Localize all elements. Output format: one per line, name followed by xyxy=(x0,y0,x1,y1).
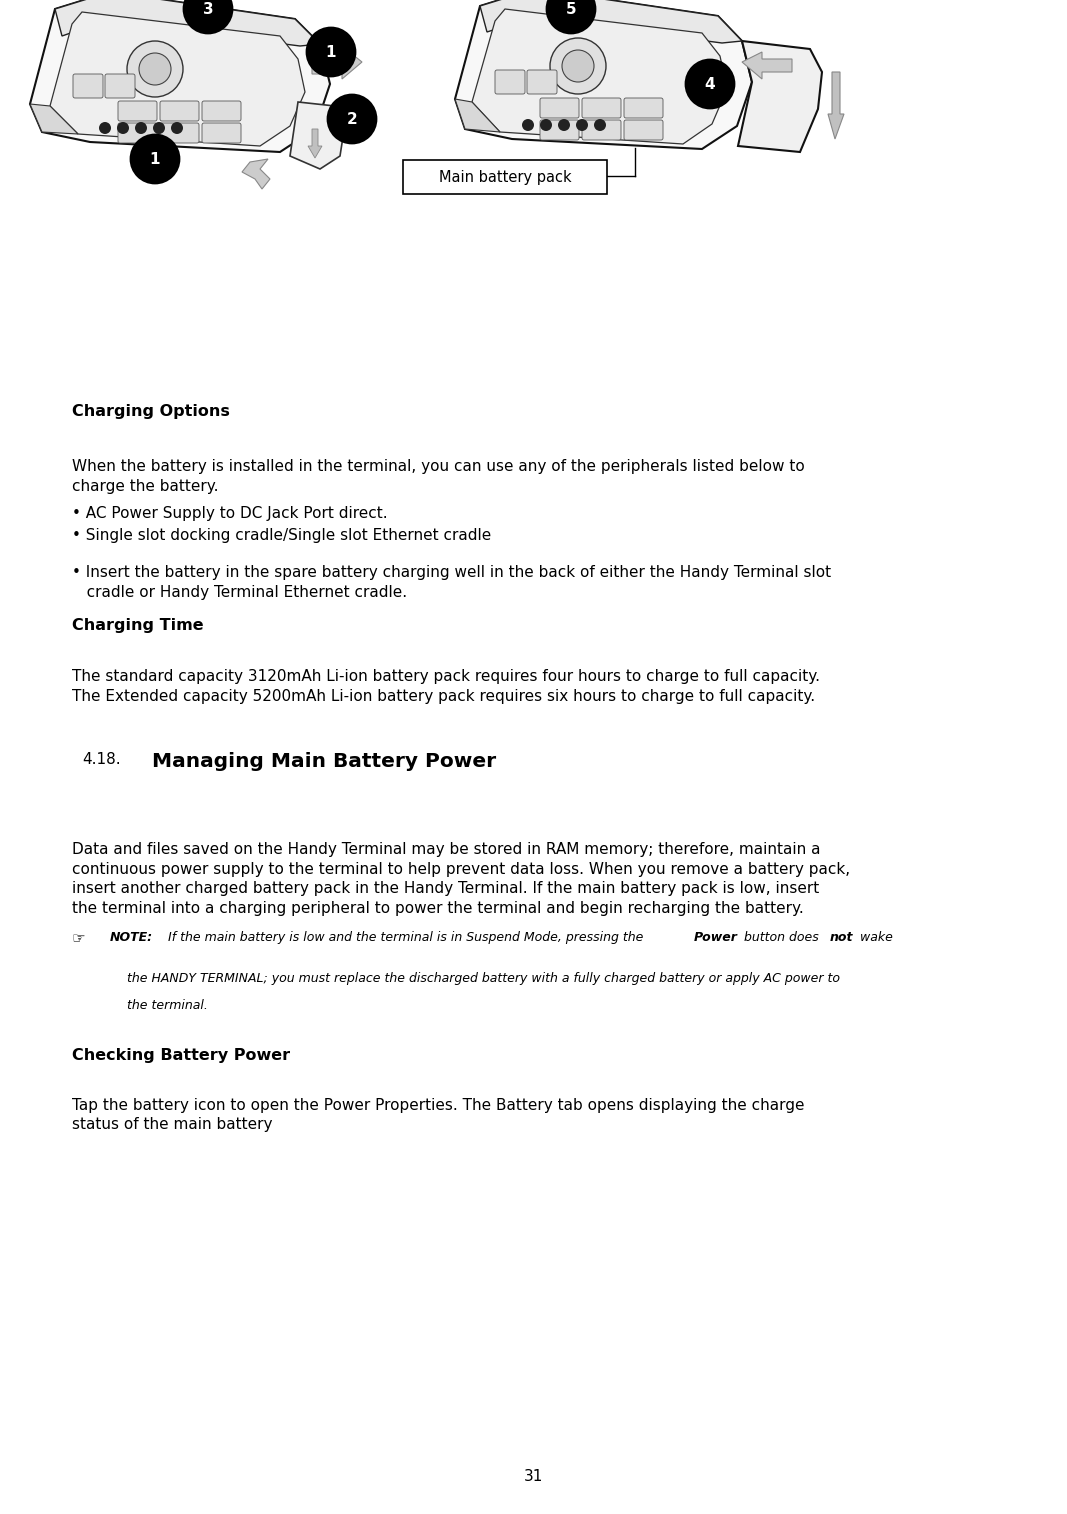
Text: When the battery is installed in the terminal, you can use any of the peripheral: When the battery is installed in the ter… xyxy=(71,459,805,494)
Text: 4.18.: 4.18. xyxy=(82,752,121,768)
FancyBboxPatch shape xyxy=(582,120,621,139)
Text: Charging Time: Charging Time xyxy=(71,618,204,633)
FancyBboxPatch shape xyxy=(160,123,200,142)
Text: Power: Power xyxy=(694,931,738,945)
Circle shape xyxy=(540,120,552,132)
Text: 2: 2 xyxy=(347,112,357,127)
FancyBboxPatch shape xyxy=(403,160,607,194)
Circle shape xyxy=(139,53,171,85)
Text: not: not xyxy=(830,931,854,945)
Text: the HANDY TERMINAL; you must replace the discharged battery with a fully charged: the HANDY TERMINAL; you must replace the… xyxy=(127,972,840,986)
Circle shape xyxy=(99,123,111,135)
FancyBboxPatch shape xyxy=(624,98,663,118)
Circle shape xyxy=(522,120,534,132)
Circle shape xyxy=(562,50,594,82)
FancyBboxPatch shape xyxy=(118,123,157,142)
FancyBboxPatch shape xyxy=(105,74,136,98)
Text: 31: 31 xyxy=(524,1469,543,1484)
Text: • Single slot docking cradle/Single slot Ethernet cradle: • Single slot docking cradle/Single slot… xyxy=(71,528,491,544)
Text: the terminal.: the terminal. xyxy=(127,999,208,1013)
Text: 1: 1 xyxy=(149,151,160,167)
Text: Tap the battery icon to open the Power Properties. The Battery tab opens display: Tap the battery icon to open the Power P… xyxy=(71,1098,805,1132)
Circle shape xyxy=(594,120,606,132)
Polygon shape xyxy=(742,51,792,79)
Polygon shape xyxy=(55,0,320,45)
Text: button does: button does xyxy=(740,931,823,945)
Circle shape xyxy=(686,61,734,107)
Text: Data and files saved on the Handy Terminal may be stored in RAM memory; therefor: Data and files saved on the Handy Termin… xyxy=(71,842,850,916)
FancyBboxPatch shape xyxy=(527,70,557,94)
Circle shape xyxy=(171,123,184,135)
FancyBboxPatch shape xyxy=(540,98,579,118)
Circle shape xyxy=(136,123,147,135)
Text: • AC Power Supply to DC Jack Port direct.: • AC Power Supply to DC Jack Port direct… xyxy=(71,506,387,521)
FancyBboxPatch shape xyxy=(73,74,103,98)
FancyBboxPatch shape xyxy=(202,123,241,142)
FancyBboxPatch shape xyxy=(202,101,241,121)
Polygon shape xyxy=(50,12,305,145)
Polygon shape xyxy=(480,0,742,42)
Text: 1: 1 xyxy=(325,44,336,59)
Text: Checking Battery Power: Checking Battery Power xyxy=(71,1048,290,1063)
Polygon shape xyxy=(30,0,330,151)
Circle shape xyxy=(558,120,570,132)
Circle shape xyxy=(328,95,376,142)
Circle shape xyxy=(547,0,595,33)
Circle shape xyxy=(550,38,606,94)
Text: The standard capacity 3120mAh Li-ion battery pack requires four hours to charge : The standard capacity 3120mAh Li-ion bat… xyxy=(71,669,821,704)
Polygon shape xyxy=(308,129,322,157)
FancyBboxPatch shape xyxy=(582,98,621,118)
Polygon shape xyxy=(242,159,270,189)
Polygon shape xyxy=(828,73,844,139)
Text: Main battery pack: Main battery pack xyxy=(439,170,571,185)
Text: NOTE:: NOTE: xyxy=(110,931,154,945)
FancyBboxPatch shape xyxy=(118,101,157,121)
Circle shape xyxy=(184,0,232,33)
Circle shape xyxy=(131,135,179,183)
Text: Managing Main Battery Power: Managing Main Battery Power xyxy=(152,752,496,772)
Polygon shape xyxy=(455,0,752,148)
Circle shape xyxy=(127,41,184,97)
Text: 4: 4 xyxy=(704,77,715,91)
FancyBboxPatch shape xyxy=(624,120,663,139)
FancyBboxPatch shape xyxy=(540,120,579,139)
Text: Charging Options: Charging Options xyxy=(71,404,229,419)
Text: If the main battery is low and the terminal is in Suspend Mode, pressing the: If the main battery is low and the termi… xyxy=(164,931,648,945)
Polygon shape xyxy=(455,98,500,132)
Polygon shape xyxy=(312,45,362,79)
Circle shape xyxy=(576,120,588,132)
Polygon shape xyxy=(472,9,727,144)
FancyBboxPatch shape xyxy=(160,101,200,121)
Polygon shape xyxy=(290,101,345,170)
Circle shape xyxy=(117,123,129,135)
Polygon shape xyxy=(738,41,822,151)
Text: ☞: ☞ xyxy=(71,931,85,946)
Text: • Insert the battery in the spare battery charging well in the back of either th: • Insert the battery in the spare batter… xyxy=(71,565,831,600)
Text: wake: wake xyxy=(856,931,893,945)
Text: 5: 5 xyxy=(566,2,576,17)
Polygon shape xyxy=(30,104,78,135)
Circle shape xyxy=(153,123,165,135)
Text: 3: 3 xyxy=(203,2,213,17)
FancyBboxPatch shape xyxy=(495,70,525,94)
Circle shape xyxy=(307,27,355,76)
